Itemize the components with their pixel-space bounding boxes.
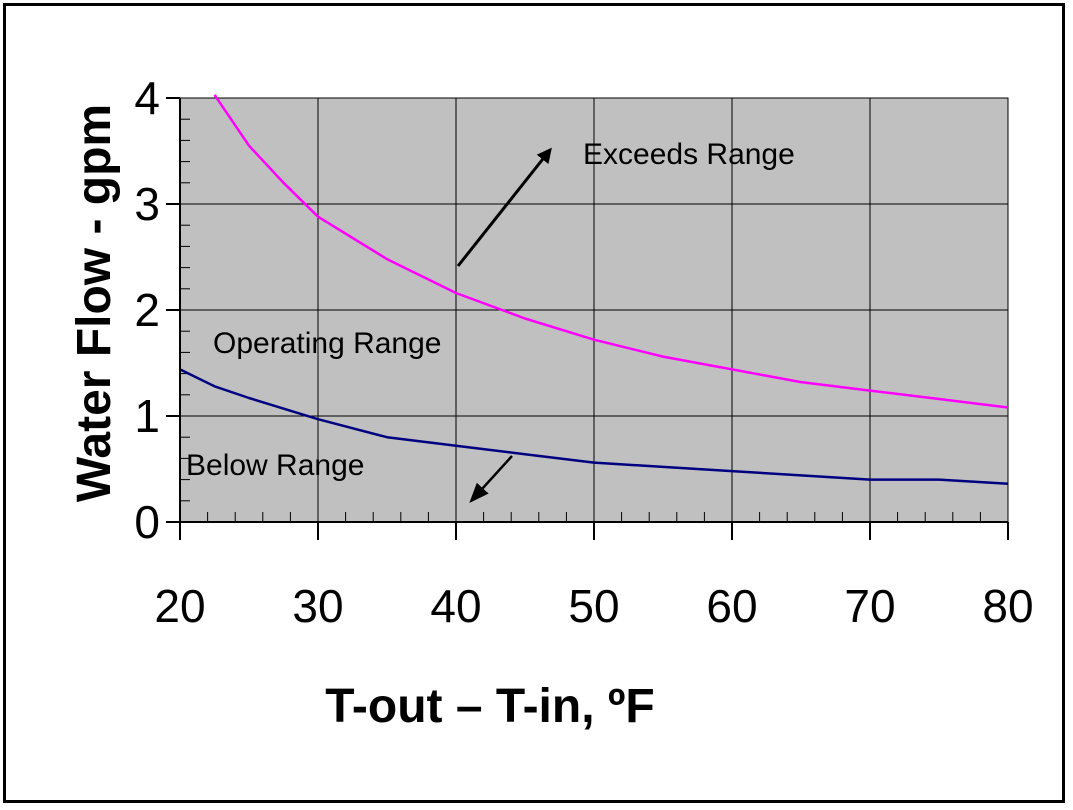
exceeds-arrow [456, 147, 552, 267]
y-tick-label: 3 [134, 178, 160, 230]
annotation-exceeds-range: Exceeds Range [583, 138, 795, 171]
y-tick-label: 4 [134, 72, 160, 124]
x-tick-label: 50 [568, 580, 619, 632]
x-tick-labels: 20 30 40 50 60 70 80 [154, 580, 1033, 632]
annotation-below-range: Below Range [186, 449, 364, 482]
gridlines [180, 97, 1008, 522]
series-line-2 [179, 368, 1009, 486]
x-tick-label: 20 [154, 580, 205, 632]
x-tick-label: 70 [844, 580, 895, 632]
x-axis-title: T-out – T-in, ºF [325, 680, 654, 733]
y-tick-labels: 0 1 2 3 4 [134, 72, 160, 548]
y-tick-label: 2 [134, 284, 160, 336]
y-axis-title: Water Flow - gpm [68, 104, 121, 502]
y-tick-label: 1 [134, 390, 160, 442]
x-tick-label: 80 [982, 580, 1033, 632]
series-line-1 [213, 94, 1009, 409]
x-tick-label: 40 [430, 580, 481, 632]
x-tick-label: 30 [292, 580, 343, 632]
y-tick-label: 0 [134, 496, 160, 548]
x-tick-label: 60 [706, 580, 757, 632]
annotation-operating-range: Operating Range [213, 327, 442, 360]
below-arrow [469, 455, 513, 503]
minor-ticks [166, 97, 1009, 540]
series-lines [179, 94, 1009, 486]
